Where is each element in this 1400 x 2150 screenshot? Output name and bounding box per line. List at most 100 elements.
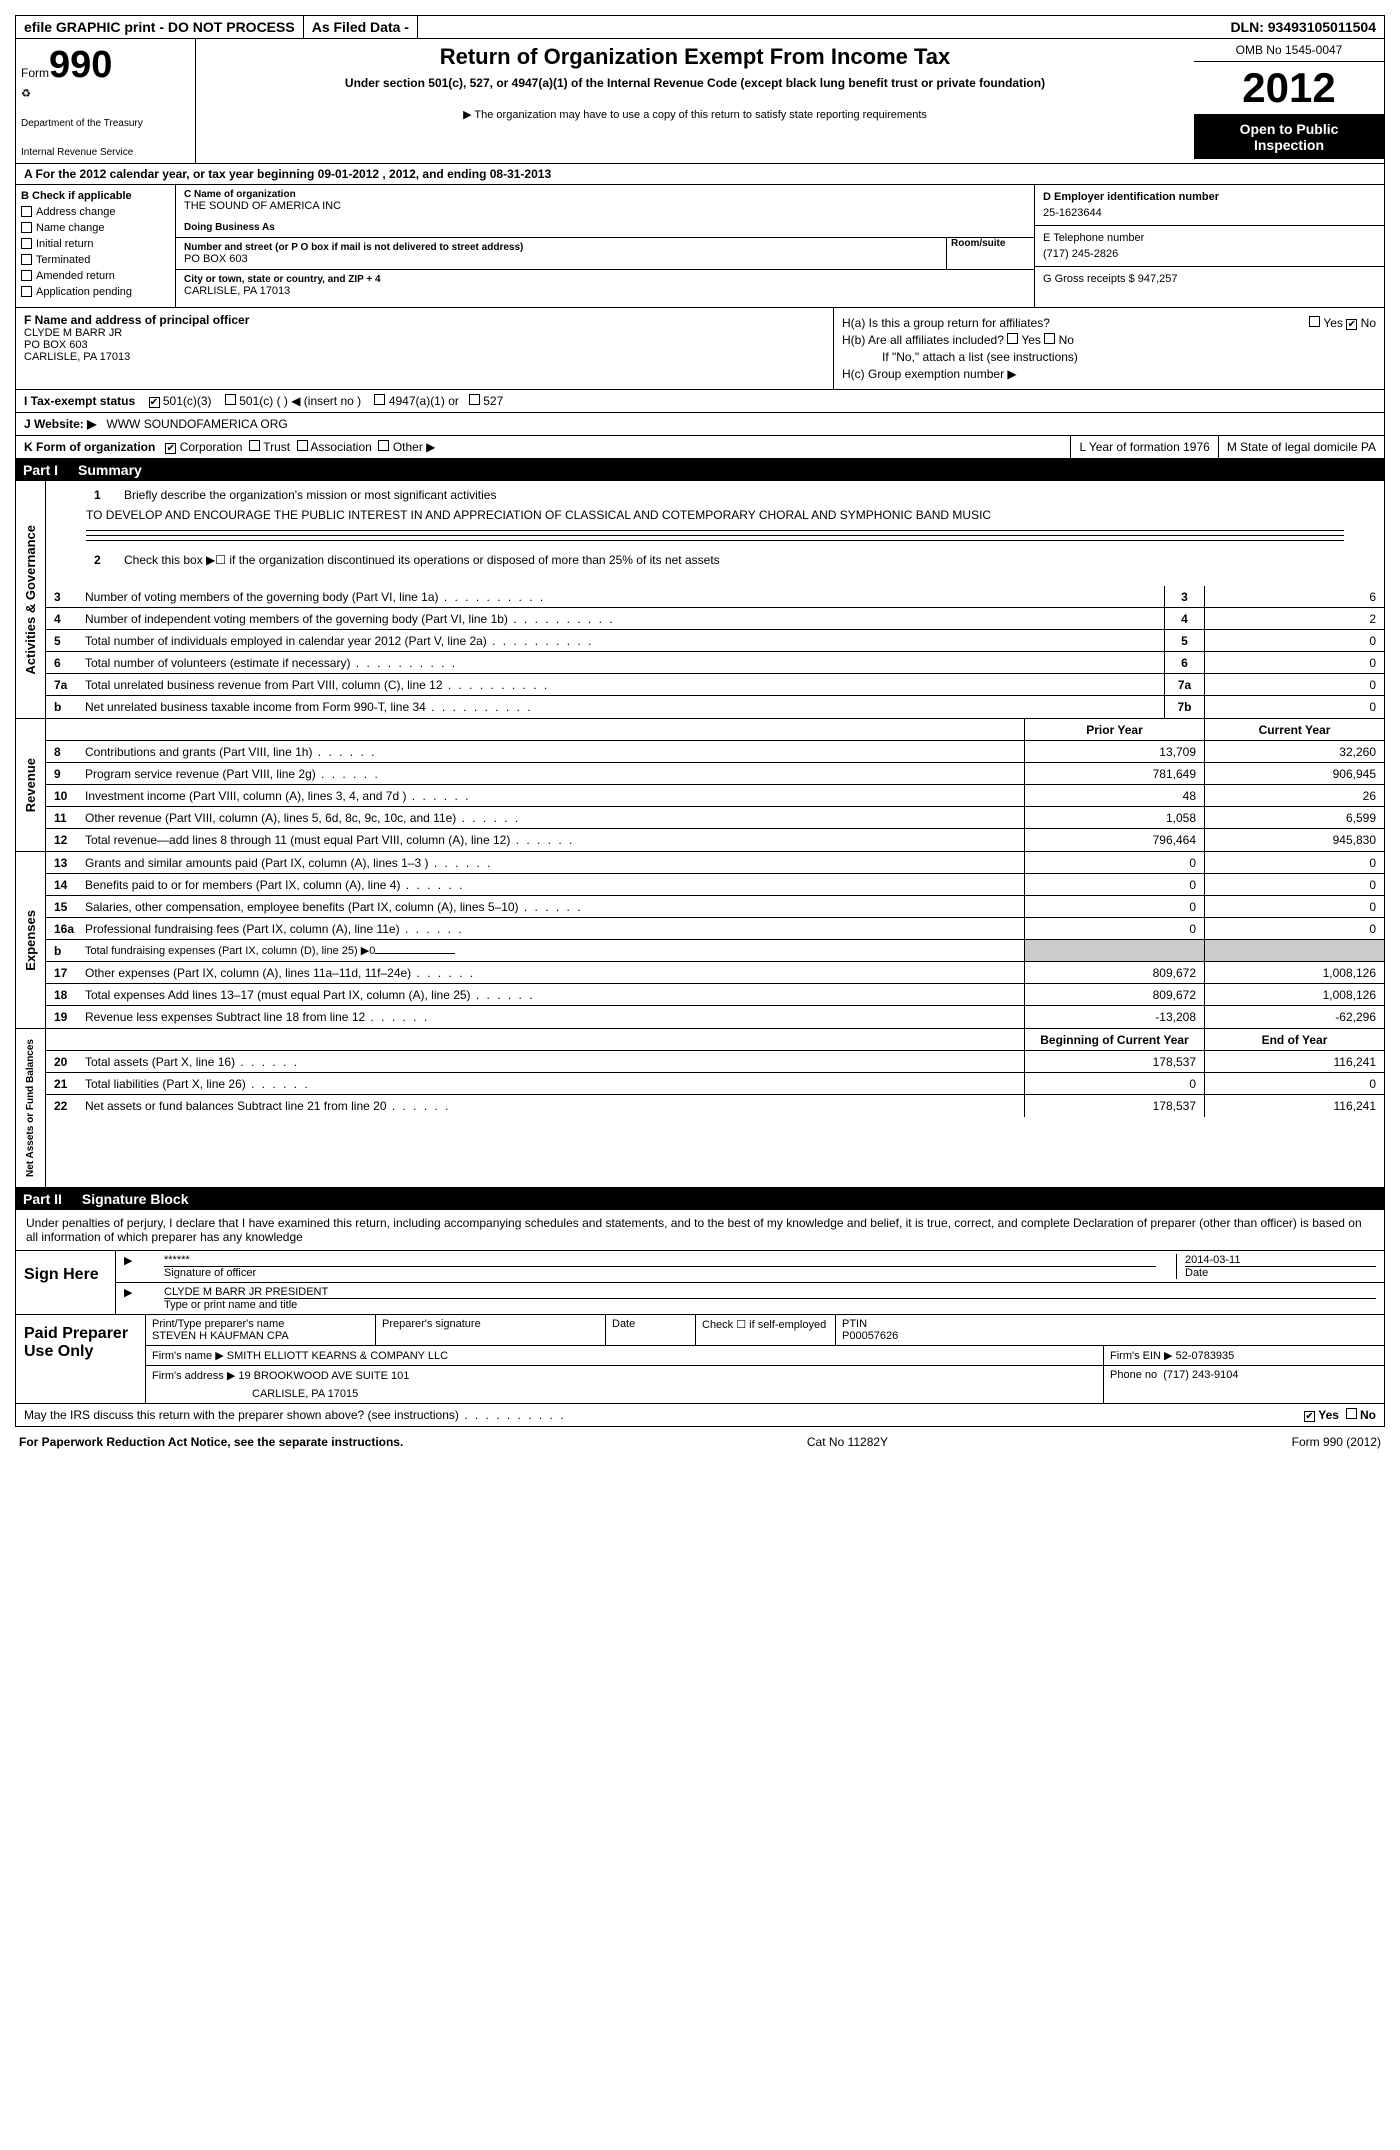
na-col-headers: Beginning of Current Year End of Year <box>46 1029 1384 1051</box>
expenses-section: Expenses 13Grants and similar amounts pa… <box>15 852 1385 1029</box>
chk-trust[interactable] <box>249 440 260 451</box>
row-j: J Website: ▶ WWW SOUNDOFAMERICA ORG <box>15 413 1385 436</box>
table-row: 4Number of independent voting members of… <box>46 608 1384 630</box>
date-label: Date <box>1185 1267 1376 1279</box>
discuss-no[interactable] <box>1346 1408 1357 1419</box>
dln: DLN: 93493105011504 <box>1222 16 1384 38</box>
section-b-label: B Check if applicable <box>21 190 170 202</box>
part2-title: Signature Block <box>82 1191 189 1207</box>
na-side-label: Net Assets or Fund Balances <box>23 1029 38 1187</box>
table-row: 11Other revenue (Part VIII, column (A), … <box>46 807 1384 829</box>
part2-num: Part II <box>23 1191 62 1207</box>
row-i: I Tax-exempt status 501(c)(3) 501(c) ( )… <box>15 390 1385 413</box>
activities-governance: Activities & Governance 1 Briefly descri… <box>15 481 1385 719</box>
header-right: OMB No 1545-0047 2012 Open to Public Ins… <box>1194 39 1384 163</box>
public-inspection: Open to Public Inspection <box>1194 115 1384 159</box>
officer-sig: ****** <box>164 1254 1156 1267</box>
hb-no[interactable] <box>1044 333 1055 344</box>
table-row: 13Grants and similar amounts paid (Part … <box>46 852 1384 874</box>
identification-grid: B Check if applicable Address change Nam… <box>15 185 1385 308</box>
state-domicile: M State of legal domicile PA <box>1218 436 1384 458</box>
firm-name: SMITH ELLIOTT KEARNS & COMPANY LLC <box>227 1350 448 1362</box>
recycle-icon: ♻ <box>21 87 190 100</box>
org-name: THE SOUND OF AMERICA INC <box>184 200 1026 212</box>
table-row: bTotal fundraising expenses (Part IX, co… <box>46 940 1384 962</box>
table-row: 12Total revenue—add lines 8 through 11 (… <box>46 829 1384 851</box>
tax-year: 2012 <box>1194 62 1384 115</box>
officer-street: PO BOX 603 <box>24 339 825 351</box>
omb-number: OMB No 1545-0047 <box>1194 39 1384 62</box>
net-assets-section: Net Assets or Fund Balances Beginning of… <box>15 1029 1385 1188</box>
col-headers: Prior Year Current Year <box>46 719 1384 741</box>
sig-label: Signature of officer <box>164 1267 1156 1279</box>
hb-note: If "No," attach a list (see instructions… <box>842 350 1376 364</box>
form-number: 990 <box>49 44 112 86</box>
chk-4947[interactable] <box>374 394 385 405</box>
table-row: 21Total liabilities (Part X, line 26)00 <box>46 1073 1384 1095</box>
chk-name-change[interactable]: Name change <box>21 222 170 234</box>
officer-name-title: CLYDE M BARR JR PRESIDENT <box>164 1286 1376 1299</box>
right-column: D Employer identification number 25-1623… <box>1034 185 1384 307</box>
ein-label: D Employer identification number <box>1043 191 1376 203</box>
part1-num: Part I <box>23 462 58 478</box>
chk-other[interactable] <box>378 440 389 451</box>
firm-addr1: 19 BROOKWOOD AVE SUITE 101 <box>238 1370 409 1382</box>
part1-header: Part I Summary <box>15 459 1385 481</box>
table-row: 15Salaries, other compensation, employee… <box>46 896 1384 918</box>
phone-value: (717) 245-2826 <box>1043 248 1376 260</box>
chk-501c3[interactable] <box>149 397 160 408</box>
officer-label: F Name and address of principal officer <box>24 313 825 327</box>
state-note: ▶ The organization may have to use a cop… <box>216 108 1174 121</box>
main-title: Return of Organization Exempt From Incom… <box>216 44 1174 70</box>
sig-date: 2014-03-11 <box>1185 1254 1376 1267</box>
chk-501c[interactable] <box>225 394 236 405</box>
ptin-value: P00057626 <box>842 1330 1378 1342</box>
year-formation: L Year of formation 1976 <box>1070 436 1217 458</box>
hb-yes[interactable] <box>1007 333 1018 344</box>
chk-terminated[interactable]: Terminated <box>21 254 170 266</box>
hc-line: H(c) Group exemption number ▶ <box>842 367 1376 381</box>
subtitle: Under section 501(c), 527, or 4947(a)(1)… <box>216 76 1174 90</box>
self-employed-check[interactable]: Check ☐ if self-employed <box>696 1315 836 1345</box>
firm-phone: (717) 243-9104 <box>1163 1369 1238 1381</box>
chk-initial-return[interactable]: Initial return <box>21 238 170 250</box>
street-value: PO BOX 603 <box>184 253 946 265</box>
table-row: 9Program service revenue (Part VIII, lin… <box>46 763 1384 785</box>
efile-notice: efile GRAPHIC print - DO NOT PROCESS <box>16 16 304 38</box>
firm-ein: 52-0783935 <box>1176 1350 1235 1362</box>
dept-treasury: Department of the Treasury <box>21 118 190 129</box>
part1-title: Summary <box>78 462 142 478</box>
ha-no[interactable] <box>1346 319 1357 330</box>
sign-here: Sign Here ▶ ****** Signature of officer … <box>15 1251 1385 1315</box>
discuss-row: May the IRS discuss this return with the… <box>15 1404 1385 1427</box>
chk-amended[interactable]: Amended return <box>21 270 170 282</box>
arrow-icon: ▶ <box>124 1286 144 1311</box>
ha-yes[interactable] <box>1309 316 1320 327</box>
ha-line: H(a) Is this a group return for affiliat… <box>842 316 1376 330</box>
prep-label: Paid Preparer Use Only <box>16 1315 146 1403</box>
table-row: 8Contributions and grants (Part VIII, li… <box>46 741 1384 763</box>
city-value: CARLISLE, PA 17013 <box>184 285 1026 297</box>
sign-here-label: Sign Here <box>16 1251 116 1314</box>
preparer-name: STEVEN H KAUFMAN CPA <box>152 1330 369 1342</box>
chk-corp[interactable] <box>165 443 176 454</box>
ein-value: 25-1623644 <box>1043 207 1376 219</box>
discuss-yes[interactable] <box>1304 1411 1315 1422</box>
table-row: 10Investment income (Part VIII, column (… <box>46 785 1384 807</box>
header-center: Return of Organization Exempt From Incom… <box>196 39 1194 163</box>
section-c: C Name of organization THE SOUND OF AMER… <box>176 185 1034 307</box>
chk-assoc[interactable] <box>297 440 308 451</box>
table-row: 6Total number of volunteers (estimate if… <box>46 652 1384 674</box>
table-row: 7aTotal unrelated business revenue from … <box>46 674 1384 696</box>
gov-side-label: Activities & Governance <box>21 515 40 685</box>
chk-app-pending[interactable]: Application pending <box>21 286 170 298</box>
hb-line: H(b) Are all affiliates included? Yes No <box>842 333 1376 347</box>
chk-527[interactable] <box>469 394 480 405</box>
table-row: 19Revenue less expenses Subtract line 18… <box>46 1006 1384 1028</box>
section-f-h: F Name and address of principal officer … <box>15 308 1385 390</box>
table-row: 22Net assets or fund balances Subtract l… <box>46 1095 1384 1117</box>
rev-side-label: Revenue <box>21 748 40 822</box>
room-label: Room/suite <box>951 238 1026 249</box>
name-label: Type or print name and title <box>164 1299 1376 1311</box>
chk-address-change[interactable]: Address change <box>21 206 170 218</box>
